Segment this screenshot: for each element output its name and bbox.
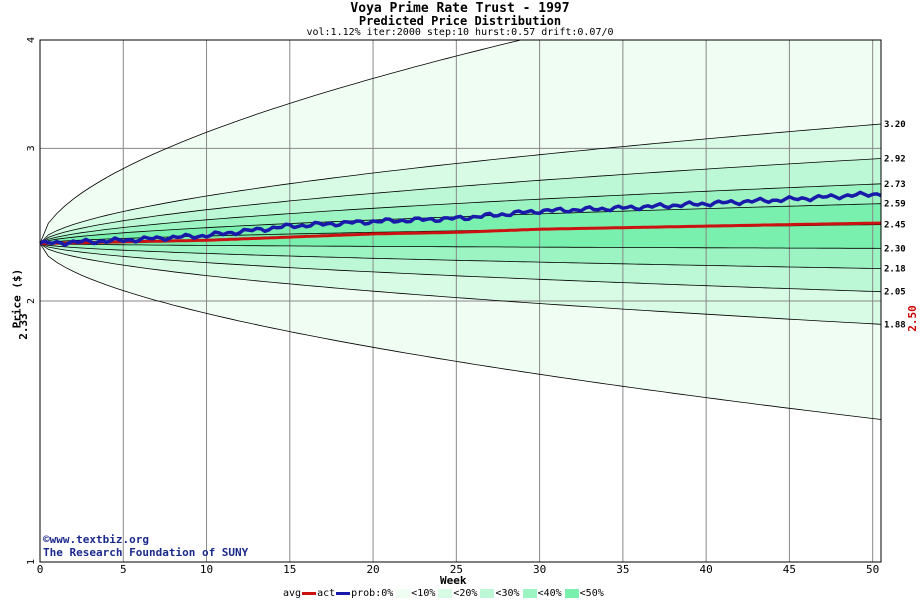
percentile-curve [40,158,881,244]
x-tick-label: 30 [533,563,546,576]
x-tick-label: 20 [366,563,379,576]
x-tick-label: 35 [616,563,629,576]
chart-title: Voya Prime Rate Trust - 1997 [350,1,570,16]
actual-price-label: 2.50 [905,305,919,332]
x-tick-label: 25 [450,563,463,576]
x-tick-label: 5 [120,563,127,576]
percentile-curve [40,243,881,293]
end-value-label: 2.05 [884,288,906,298]
chart-subtitle: Predicted Price Distribution [358,14,562,28]
end-value-label: 3.20 [884,120,906,130]
x-tick-label: 0 [37,563,44,576]
end-value-label: 2.18 [884,265,906,275]
legend-act-label: act [317,588,336,599]
y-tick-label: 3 [26,145,37,151]
end-value-label: 2.73 [884,180,906,190]
simulation-parameters: vol:1.12% iter:2000 step:10 hurst:0.57 d… [306,27,614,38]
legend-act-swatch [336,592,351,595]
end-value-label: 2.92 [884,155,906,165]
credit-organization: The Research Foundation of SUNY [43,546,249,559]
legend-band20-swatch [438,589,453,598]
legend-band50-swatch [564,589,579,598]
end-value-label: 1.88 [884,320,906,330]
x-tick-label: 45 [783,563,796,576]
legend-band20-label: <20% [453,588,478,599]
x-axis-label: Week [440,574,467,587]
credit-website: ©www.textbiz.org [43,533,149,546]
percentile-curve [40,243,881,325]
series-line-act [39,190,882,247]
legend-band40-label: <40% [537,588,562,599]
legend-band40-swatch [522,589,537,598]
legend-band10-swatch [396,589,411,598]
percentile-curve [40,243,881,269]
legend-avg-label: avg [283,588,302,599]
legend-band30-label: <30% [495,588,520,599]
percentile-curve [40,123,881,244]
y-tick-label: 4 [26,37,37,43]
y-tick-label: 2 [26,298,37,304]
legend-band10-label: <10% [411,588,436,599]
end-value-label: 2.59 [884,200,906,210]
legend-avg-swatch [302,592,317,595]
x-tick-label: 15 [283,563,296,576]
series-line-avg [39,221,881,245]
chart-legend: avg act prob:0% <10% <20% <30% <40% <50% [283,588,604,599]
y-tick-label: 1 [26,559,37,565]
end-value-label: 2.45 [884,221,906,231]
x-tick-label: 40 [700,563,713,576]
legend-prob-label: prob:0% [351,588,394,599]
x-tick-label: 10 [200,563,213,576]
x-tick-label: 50 [866,563,879,576]
percentile-curve [40,183,881,244]
percentile-curve [40,243,881,249]
plot-frame [39,39,882,563]
current-price-label: 2.33 [16,313,30,340]
legend-band30-swatch [480,589,495,598]
end-value-label: 2.30 [884,244,906,254]
percentile-curve [40,40,523,244]
legend-band50-label: <50% [579,588,604,599]
percentile-curve [40,243,881,420]
